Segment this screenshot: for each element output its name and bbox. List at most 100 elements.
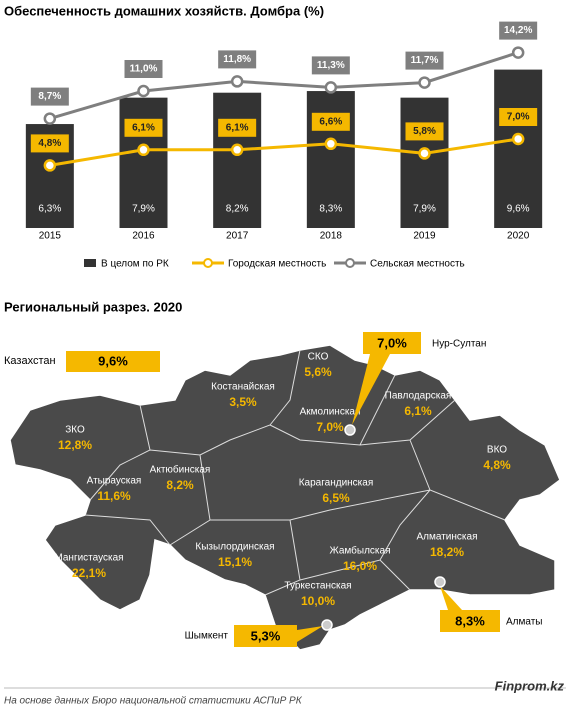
city-marker xyxy=(344,424,356,436)
region-value: 18,2% xyxy=(430,545,464,559)
region-name: Жамбылская xyxy=(330,545,391,557)
city-name: Алматы xyxy=(506,617,543,628)
city-marker xyxy=(321,619,333,631)
line-point xyxy=(511,46,525,59)
bar-value-label: 8,3% xyxy=(319,204,342,215)
region-borders xyxy=(84,349,506,596)
line-point xyxy=(418,76,431,89)
line-point xyxy=(43,112,57,125)
region-value: 16,0% xyxy=(343,559,377,573)
value-label-box xyxy=(311,56,350,75)
city-box xyxy=(234,625,297,647)
region-value: 4,8% xyxy=(483,458,511,472)
region-name: Кызылординская xyxy=(195,542,274,553)
line-point xyxy=(230,75,244,88)
line-point xyxy=(43,159,57,172)
region-name: ВКО xyxy=(487,445,507,456)
region-value: 15,1% xyxy=(218,555,252,569)
line-value-label: 6,1% xyxy=(226,122,249,133)
value-label-box xyxy=(124,60,163,78)
region-value: 12,8% xyxy=(58,438,92,452)
value-label-box xyxy=(30,134,69,153)
footer-brand: Finprom.kz xyxy=(495,678,565,693)
line-point xyxy=(418,147,431,160)
city-value: 5,3% xyxy=(251,628,281,643)
callout-pointer xyxy=(352,354,390,425)
line-value-label: 6,6% xyxy=(319,116,342,127)
region-value: 6,5% xyxy=(322,491,350,505)
region-value: 22,1% xyxy=(72,566,106,580)
line xyxy=(49,51,519,121)
map xyxy=(9,344,561,651)
city-name: Шымкент xyxy=(185,631,229,642)
country-box xyxy=(66,351,160,372)
region-value: 7,0% xyxy=(316,420,344,434)
value-label-box xyxy=(405,51,444,70)
country-value: 9,6% xyxy=(98,353,128,368)
bar-value-label: 7,9% xyxy=(413,204,436,215)
footer-source: На основе данных Бюро национальной стати… xyxy=(4,696,303,707)
line-value-label: 5,8% xyxy=(413,126,436,137)
bar xyxy=(213,92,262,228)
callout-pointer xyxy=(297,626,323,642)
line-point xyxy=(324,137,338,151)
country-shape xyxy=(9,344,561,651)
region-name: Атырауская xyxy=(87,476,142,487)
value-label-box xyxy=(499,108,538,126)
bar-value-label: 9,6% xyxy=(507,204,530,215)
city-name: Нур-Султан xyxy=(432,339,486,350)
value-label-box xyxy=(124,118,163,137)
legend-swatch xyxy=(84,259,96,267)
bar xyxy=(494,69,543,228)
region-name: Актюбинская xyxy=(150,464,211,476)
legend-label: В целом по РК xyxy=(101,259,169,270)
city-marker xyxy=(434,576,446,588)
line-value-label: 8,7% xyxy=(38,91,61,102)
value-label-box xyxy=(405,122,444,141)
region-value: 8,2% xyxy=(166,478,194,492)
x-tick-label: 2020 xyxy=(507,231,530,242)
value-label-box xyxy=(218,118,257,137)
line-value-label: 11,0% xyxy=(130,64,158,75)
country-name: Казахстан xyxy=(4,355,56,367)
x-tick-label: 2019 xyxy=(413,231,436,242)
region-value: 5,6% xyxy=(304,365,332,379)
x-tick-label: 2018 xyxy=(320,231,343,242)
x-tick-label: 2016 xyxy=(132,231,155,242)
bar-value-label: 6,3% xyxy=(38,204,61,215)
line-value-label: 11,7% xyxy=(411,55,439,66)
line-value-label: 11,3% xyxy=(317,60,345,71)
value-label-box xyxy=(218,50,257,69)
line-value-label: 7,0% xyxy=(507,112,530,123)
city-box xyxy=(440,610,500,632)
callout-pointer xyxy=(440,586,462,610)
line-value-label: 11,8% xyxy=(223,54,251,65)
region-name: Туркестанская xyxy=(284,581,351,592)
value-label-box xyxy=(311,112,350,131)
bar xyxy=(400,97,449,229)
line-point xyxy=(137,84,150,98)
region-name: Павлодарская xyxy=(385,391,452,402)
region-value: 3,5% xyxy=(229,395,257,409)
city-value: 7,0% xyxy=(377,335,407,350)
value-label-box xyxy=(30,87,69,106)
chart-title: Обеспеченность домашних хозяйств. Домбра… xyxy=(4,3,324,18)
line-point xyxy=(511,132,525,146)
region-name: СКО xyxy=(308,352,329,363)
region-name: Мангистауская xyxy=(54,553,123,564)
region-value: 10,0% xyxy=(301,594,335,608)
city-box xyxy=(363,332,421,354)
line-value-label: 14,2% xyxy=(504,25,532,36)
region-name: Алматинская xyxy=(417,532,478,543)
legend-label: Сельская местность xyxy=(370,259,465,270)
map-title: Региональный разрез. 2020 xyxy=(4,299,182,314)
line-value-label: 6,1% xyxy=(132,122,155,133)
line-point xyxy=(137,143,150,157)
x-tick-label: 2015 xyxy=(39,231,62,242)
region-name: Акмолинская xyxy=(300,407,361,418)
value-label-box xyxy=(499,21,538,40)
bar-value-label: 7,9% xyxy=(132,204,155,215)
region-name: Костанайская xyxy=(211,382,275,393)
legend-swatch xyxy=(345,258,355,268)
